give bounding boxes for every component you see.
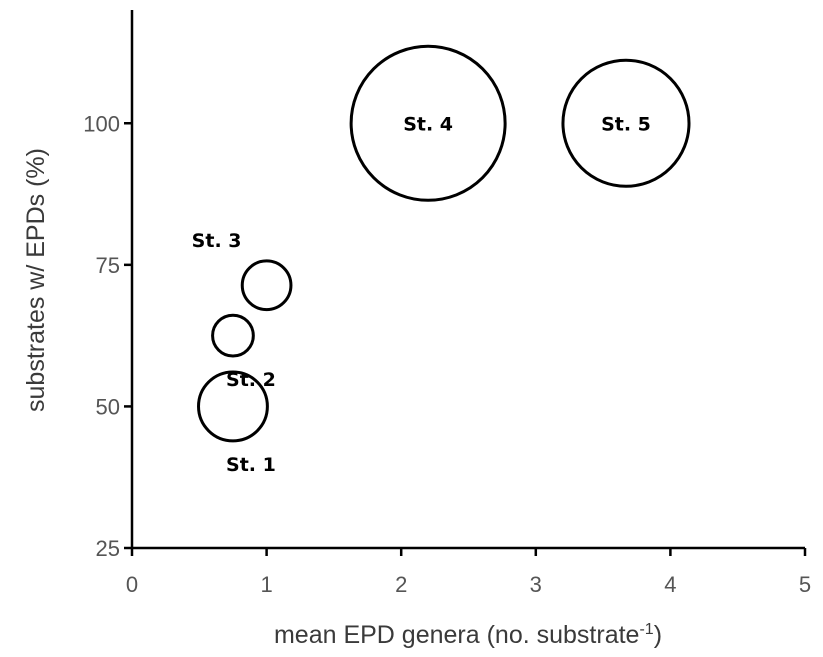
- x-tick-label: 5: [799, 572, 811, 597]
- x-tick-label: 4: [664, 572, 676, 597]
- y-tick-label: 25: [96, 536, 120, 561]
- y-tick-label: 100: [83, 111, 120, 136]
- y-tick-label: 75: [96, 253, 120, 278]
- bubble-label: St. 1: [226, 454, 276, 476]
- y-tick-label: 50: [96, 394, 120, 419]
- point-labels: St. 1 St. 2 St. 3 St. 4 St. 5: [192, 113, 651, 476]
- bubble-point: [561, 58, 691, 188]
- bubble-label: St. 2: [226, 369, 276, 391]
- bubble-point: [240, 259, 293, 312]
- bubble-point: [349, 44, 507, 202]
- bubble-label: St. 5: [601, 113, 651, 135]
- x-ticks: 0 1 2 3 4 5: [126, 548, 811, 597]
- x-axis-title: mean EPD genera (no. substrate-1): [274, 621, 662, 649]
- bubble-point: [211, 313, 255, 358]
- bubble-point: [197, 370, 269, 443]
- y-axis-title: substrates w/ EPDs (%): [22, 148, 50, 412]
- x-tick-label: 3: [530, 572, 542, 597]
- bubble-label: St. 4: [403, 113, 453, 135]
- bubble-label: St. 3: [192, 230, 242, 252]
- x-tick-label: 0: [126, 572, 138, 597]
- x-tick-label: 1: [260, 572, 272, 597]
- bubbles: [197, 44, 691, 443]
- y-ticks: 25 50 75 100: [83, 111, 132, 561]
- axes: [130, 10, 805, 550]
- x-tick-label: 2: [395, 572, 407, 597]
